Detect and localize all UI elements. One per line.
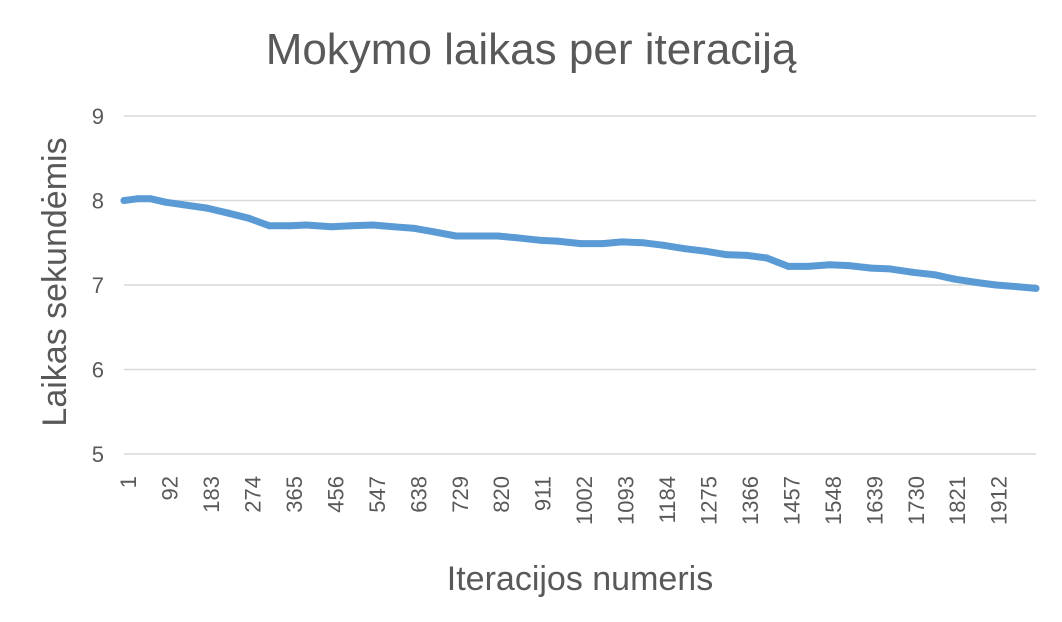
- y-tick-label: 5: [92, 442, 104, 467]
- x-tick-label: 1457: [779, 476, 804, 525]
- y-tick-label: 7: [92, 273, 104, 298]
- data-point: [430, 228, 438, 236]
- x-axis-ticks: 1 92 183 274 365 456 547 638 729 820 911 1002 1093 11…: [116, 476, 1012, 525]
- data-point: [640, 239, 648, 247]
- data-point: [133, 195, 141, 203]
- series-line-0: [120, 195, 1040, 292]
- x-tick-label: 638: [406, 476, 431, 513]
- x-tick-label: 92: [158, 476, 183, 500]
- data-point: [1032, 284, 1040, 292]
- x-tick-label: 820: [489, 476, 514, 513]
- data-point: [411, 224, 419, 232]
- y-axis-ticks: 5 6 7 8 9: [92, 104, 104, 467]
- data-point: [867, 264, 875, 272]
- data-point: [804, 262, 812, 270]
- data-point: [618, 238, 626, 246]
- data-point: [992, 281, 1000, 289]
- x-tick-label: 1002: [572, 476, 597, 525]
- series-group: [120, 195, 1040, 292]
- x-tick-label: 183: [199, 476, 224, 513]
- data-point: [535, 236, 543, 244]
- data-point: [1014, 283, 1022, 291]
- x-tick-label: 1275: [697, 476, 722, 525]
- x-tick-label: 729: [448, 476, 473, 513]
- x-tick-label: 1821: [945, 476, 970, 525]
- data-point: [932, 271, 940, 279]
- y-tick-label: 9: [92, 104, 104, 129]
- data-point: [886, 265, 894, 273]
- data-point: [203, 204, 211, 212]
- data-point: [763, 254, 771, 262]
- x-tick-label: 274: [241, 476, 266, 513]
- data-point: [494, 232, 502, 240]
- data-point: [973, 279, 981, 286]
- data-point: [743, 251, 751, 259]
- data-point: [179, 201, 187, 209]
- x-tick-label: 911: [531, 476, 556, 511]
- data-point: [286, 222, 294, 230]
- data-point: [225, 209, 232, 217]
- x-tick-label: 1548: [821, 476, 846, 525]
- chart-title: Mokymo laikas per iteraciją: [266, 25, 797, 74]
- x-tick-label: 1730: [904, 476, 929, 525]
- x-tick-label: 1912: [987, 476, 1012, 525]
- data-point: [302, 221, 310, 229]
- data-point: [369, 221, 377, 229]
- data-point: [512, 234, 520, 242]
- data-point: [553, 237, 561, 245]
- y-tick-label: 6: [92, 358, 104, 383]
- data-point: [577, 240, 585, 248]
- x-axis-title: Iteracijos numeris: [447, 560, 713, 598]
- gridlines: [124, 115, 1036, 455]
- data-point: [722, 251, 730, 259]
- x-tick-label: 1: [116, 476, 141, 488]
- data-point: [245, 214, 253, 222]
- x-tick-label: 1184: [655, 476, 680, 523]
- data-point: [909, 268, 917, 276]
- data-point: [681, 245, 689, 253]
- data-point: [701, 247, 709, 255]
- data-point: [599, 240, 607, 248]
- x-tick-label: 365: [282, 476, 307, 513]
- data-point: [120, 197, 128, 204]
- data-point: [147, 195, 155, 203]
- x-tick-label: 456: [323, 476, 348, 513]
- x-tick-label: 547: [365, 476, 390, 513]
- data-point: [660, 241, 668, 249]
- data-point: [162, 198, 169, 206]
- x-tick-label: 1093: [614, 476, 639, 525]
- y-axis-title: Laikas sekundėmis: [36, 137, 74, 426]
- data-point: [826, 261, 834, 269]
- data-point: [845, 262, 853, 270]
- data-point: [389, 223, 397, 231]
- data-point: [328, 223, 336, 231]
- data-point: [348, 222, 356, 230]
- y-tick-label: 8: [92, 189, 104, 214]
- x-tick-label: 1366: [738, 476, 763, 525]
- data-point: [471, 232, 479, 240]
- data-point: [266, 222, 273, 230]
- data-point: [950, 275, 958, 283]
- x-tick-label: 1639: [862, 476, 887, 525]
- data-point: [784, 262, 792, 270]
- data-point: [452, 232, 460, 240]
